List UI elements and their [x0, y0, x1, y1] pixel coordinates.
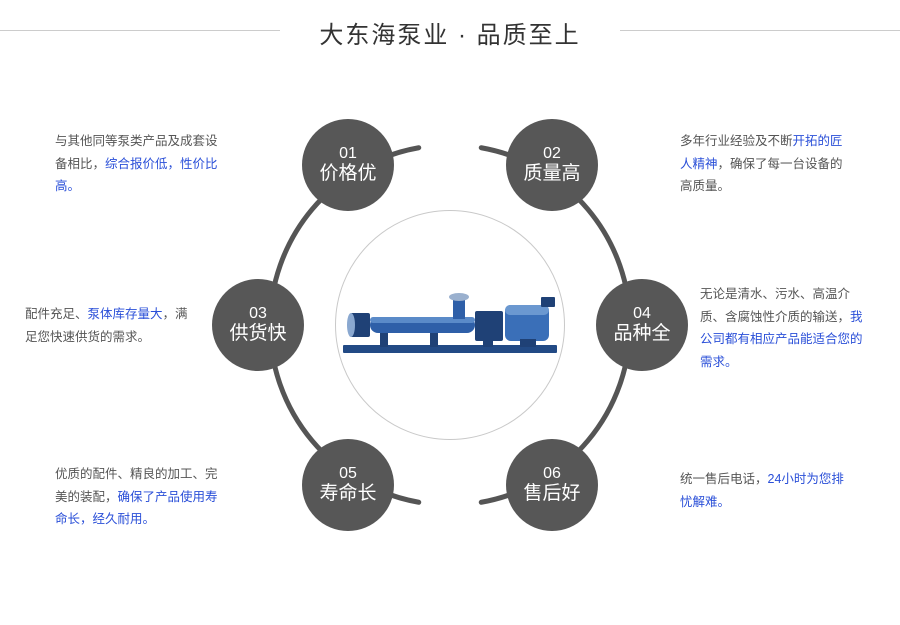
desc-text: 无论是清水、污水、高温介质、含腐蚀性介质的输送， [700, 287, 850, 324]
feature-node-label: 质量高 [523, 163, 580, 186]
feature-node-label: 寿命长 [319, 483, 376, 506]
title-rule-left [0, 30, 280, 31]
feature-node-label: 售后好 [523, 483, 580, 506]
pump-port-flange [449, 293, 469, 301]
pump-motor-box [541, 297, 555, 307]
desc-text: 多年行业经验及不断 [680, 134, 793, 148]
pump-inlet-face [347, 313, 355, 337]
feature-node-number: 05 [339, 464, 357, 483]
desc-text: 配件充足、 [25, 307, 88, 321]
feature-node-label: 价格优 [319, 163, 376, 186]
feature-desc-03: 配件充足、泵体库存量大，满足您快速供货的需求。 [25, 303, 195, 348]
pump-foot [380, 333, 388, 347]
feature-node-label: 品种全 [613, 323, 670, 346]
pump-foot [483, 339, 493, 347]
pump-foot [520, 339, 536, 347]
feature-node-number: 03 [249, 304, 267, 323]
feature-node-number: 01 [339, 144, 357, 163]
feature-desc-05: 优质的配件、精良的加工、完美的装配，确保了产品使用寿命长，经久耐用。 [55, 463, 225, 531]
feature-node-number: 04 [633, 304, 651, 323]
pump-foot [430, 333, 438, 347]
feature-node-label: 供货快 [229, 323, 286, 346]
feature-node-06: 06售后好 [506, 439, 598, 531]
desc-text: 统一售后电话， [680, 472, 768, 486]
feature-node-number: 02 [543, 144, 561, 163]
feature-node-05: 05寿命长 [302, 439, 394, 531]
title-rule-right [620, 30, 900, 31]
feature-desc-01: 与其他同等泵类产品及成套设备相比，综合报价低，性价比高。 [55, 130, 225, 198]
feature-node-02: 02质量高 [506, 119, 598, 211]
feature-desc-04: 无论是清水、污水、高温介质、含腐蚀性介质的输送，我公司都有相应产品能适合您的需求… [700, 283, 870, 373]
feature-desc-02: 多年行业经验及不断开拓的匠人精神，确保了每一台设备的高质量。 [680, 130, 850, 198]
feature-node-01: 01价格优 [302, 119, 394, 211]
pump-gearbox [475, 311, 503, 341]
feature-node-number: 06 [543, 464, 561, 483]
feature-node-03: 03供货快 [212, 279, 304, 371]
product-image [335, 275, 565, 365]
desc-highlight: 泵体库存量大 [88, 307, 163, 321]
diagram-stage: 01价格优 02质量高 03供货快 04品种全 05寿命长 06售后好 与其他同等泵类产品… [0, 65, 900, 625]
feature-desc-06: 统一售后电话，24小时为您排忧解难。 [680, 468, 850, 513]
feature-node-04: 04品种全 [596, 279, 688, 371]
page-title: 大东海泵业 · 品质至上 [0, 0, 900, 50]
